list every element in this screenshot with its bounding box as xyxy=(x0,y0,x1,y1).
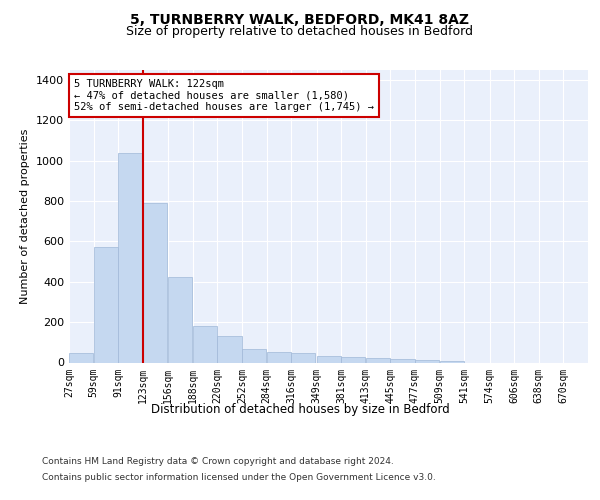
Text: 5 TURNBERRY WALK: 122sqm
← 47% of detached houses are smaller (1,580)
52% of sem: 5 TURNBERRY WALK: 122sqm ← 47% of detach… xyxy=(74,79,374,112)
Y-axis label: Number of detached properties: Number of detached properties xyxy=(20,128,31,304)
Bar xyxy=(217,336,242,362)
Bar xyxy=(143,203,167,362)
Bar xyxy=(94,246,118,362)
Bar xyxy=(366,358,390,362)
Text: Size of property relative to detached houses in Bedford: Size of property relative to detached ho… xyxy=(127,25,473,38)
Text: Contains public sector information licensed under the Open Government Licence v3: Contains public sector information licen… xyxy=(42,472,436,482)
Bar xyxy=(291,354,316,362)
Bar xyxy=(193,326,217,362)
Bar xyxy=(266,352,291,362)
Text: Distribution of detached houses by size in Bedford: Distribution of detached houses by size … xyxy=(151,402,449,415)
Bar xyxy=(317,356,341,362)
Text: Contains HM Land Registry data © Crown copyright and database right 2024.: Contains HM Land Registry data © Crown c… xyxy=(42,458,394,466)
Bar xyxy=(242,350,266,362)
Bar xyxy=(415,360,439,362)
Bar xyxy=(118,152,142,362)
Bar xyxy=(341,357,365,362)
Bar xyxy=(391,359,415,362)
Bar xyxy=(69,353,93,362)
Text: 5, TURNBERRY WALK, BEDFORD, MK41 8AZ: 5, TURNBERRY WALK, BEDFORD, MK41 8AZ xyxy=(131,12,470,26)
Bar xyxy=(168,277,192,362)
